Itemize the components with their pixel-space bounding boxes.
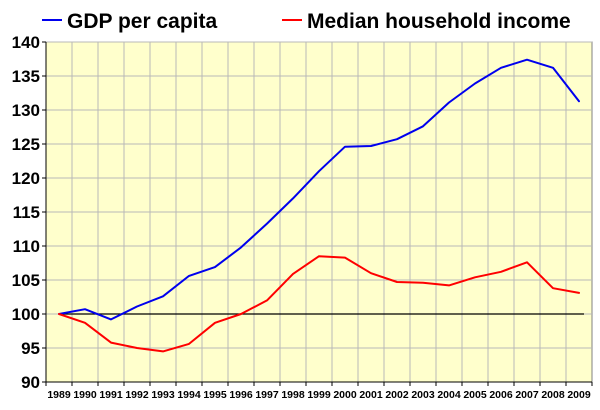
x-tick-label: 2003 [411,389,435,401]
x-tick-label: 1992 [125,389,149,401]
y-tick-label: 100 [12,305,40,324]
x-tick-label: 1997 [255,389,279,401]
x-tick-label: 2001 [359,389,383,401]
x-tick-label: 1993 [151,389,175,401]
y-tick-label: 140 [12,33,40,52]
x-tick-label: 2008 [541,389,565,401]
y-tick-label: 135 [12,67,40,86]
y-tick-label: 90 [21,373,40,392]
y-axis: 90 95 100 105 110 115 120 125 130 135 140 [12,33,47,392]
x-tick-label: 1991 [99,389,123,401]
x-tick-label: 1990 [73,389,97,401]
y-tick-label: 130 [12,101,40,120]
y-tick-label: 105 [12,271,40,290]
series-line-median-household-income [58,255,580,353]
x-tick-label: 1989 [47,389,71,401]
y-tick-label: 120 [12,169,40,188]
x-tick-label: 1995 [203,389,227,401]
x-tick-label: 1999 [307,389,331,401]
x-tick-label: 2006 [489,389,513,401]
x-tick-label: 1994 [177,389,201,401]
series-line-gdp-per-capita [58,58,580,321]
x-axis: 1989 1990 1991 1992 1993 1994 1995 1996 1997 1998… [45,381,593,401]
x-tick-label: 1998 [281,389,305,401]
x-tick-label: 2009 [567,389,591,401]
x-tick-label: 1996 [229,389,253,401]
legend-label-gdp: GDP per capita [67,10,217,33]
legend: GDP per capita Median household income [42,10,571,33]
x-tick-label: 2005 [463,389,487,401]
series-group [58,58,580,353]
gridlines [46,41,592,383]
x-tick-label: 2007 [515,389,539,401]
y-tick-label: 115 [13,203,40,222]
y-tick-label: 95 [21,339,40,358]
y-tick-label: 125 [12,135,40,154]
legend-label-income: Median household income [307,10,571,33]
x-tick-label: 2000 [333,389,357,401]
x-tick-label: 2002 [385,389,409,401]
x-tick-label: 2004 [437,389,461,401]
y-tick-label: 110 [13,237,40,256]
